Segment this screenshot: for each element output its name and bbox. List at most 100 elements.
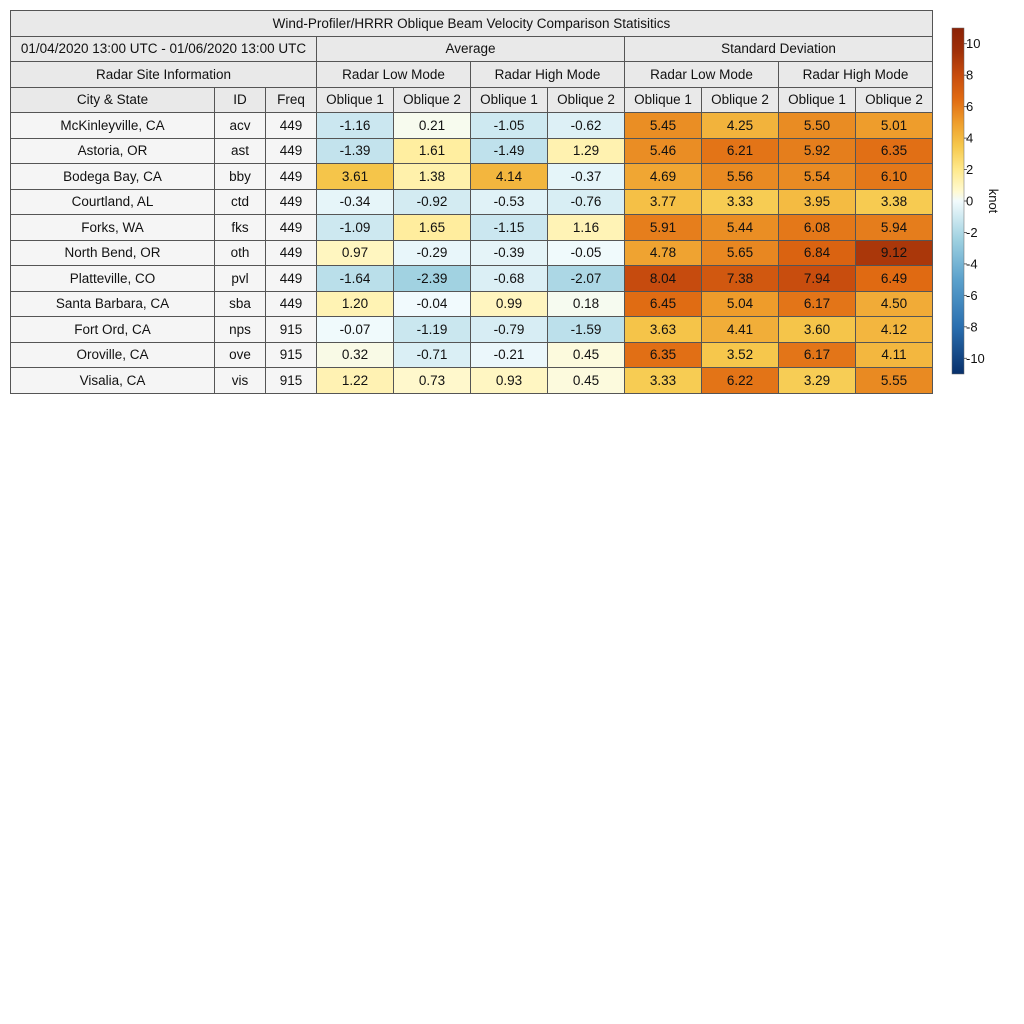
value-cell: 0.97: [316, 239, 394, 266]
column-header-oblique: Oblique 2: [855, 86, 933, 113]
value-cell: 0.93: [470, 367, 548, 394]
value-cell: 5.56: [701, 163, 779, 190]
value-cell: 1.61: [393, 137, 471, 164]
table-row: Oroville, CA ove 915 0.32 -0.71 -0.21 0.45 6.35…: [10, 341, 933, 368]
column-header-oblique: Oblique 2: [393, 86, 471, 113]
value-cell: 6.49: [855, 265, 933, 292]
value-cell: -0.62: [547, 112, 625, 139]
column-header-oblique: Oblique 1: [624, 86, 702, 113]
mode-header-avg-low: Radar Low Mode: [316, 61, 471, 88]
site-city-cell: Courtland, AL: [10, 188, 215, 215]
value-cell: 6.17: [778, 290, 856, 317]
value-cell: -2.07: [547, 265, 625, 292]
site-city-cell: Platteville, CO: [10, 265, 215, 292]
site-freq-cell: 915: [265, 367, 317, 394]
value-cell: 3.77: [624, 188, 702, 215]
site-id-cell: sba: [214, 290, 266, 317]
value-cell: 6.35: [855, 137, 933, 164]
value-cell: -1.59: [547, 316, 625, 343]
column-header-oblique: Oblique 1: [316, 86, 394, 113]
site-id-cell: bby: [214, 163, 266, 190]
value-cell: 1.65: [393, 214, 471, 241]
site-freq-cell: 915: [265, 316, 317, 343]
value-cell: 3.63: [624, 316, 702, 343]
value-cell: 1.16: [547, 214, 625, 241]
value-cell: 4.25: [701, 112, 779, 139]
value-cell: 6.08: [778, 214, 856, 241]
value-cell: 3.95: [778, 188, 856, 215]
value-cell: 3.60: [778, 316, 856, 343]
site-id-cell: oth: [214, 239, 266, 266]
value-cell: 6.22: [701, 367, 779, 394]
value-cell: -0.92: [393, 188, 471, 215]
table-row: Bodega Bay, CA bby 449 3.61 1.38 4.14 -0.37 4.6…: [10, 163, 933, 190]
value-cell: 7.38: [701, 265, 779, 292]
value-cell: 3.33: [624, 367, 702, 394]
site-city-cell: Astoria, OR: [10, 137, 215, 164]
value-cell: 0.18: [547, 290, 625, 317]
colorbar-gradient: [951, 27, 965, 375]
table-row: North Bend, OR oth 449 0.97 -0.29 -0.39 -0.05 4…: [10, 239, 933, 266]
value-cell: 5.44: [701, 214, 779, 241]
value-cell: 0.99: [470, 290, 548, 317]
value-cell: -1.09: [316, 214, 394, 241]
value-cell: -0.29: [393, 239, 471, 266]
site-freq-cell: 449: [265, 290, 317, 317]
value-cell: 8.04: [624, 265, 702, 292]
value-cell: -0.53: [470, 188, 548, 215]
colorbar-tick-label: 4: [966, 131, 973, 146]
value-cell: 3.29: [778, 367, 856, 394]
site-city-cell: North Bend, OR: [10, 239, 215, 266]
value-cell: -1.39: [316, 137, 394, 164]
mode-header-std-high: Radar High Mode: [778, 61, 933, 88]
value-cell: 3.33: [701, 188, 779, 215]
group-header-average: Average: [316, 35, 625, 62]
value-cell: 5.01: [855, 112, 933, 139]
value-cell: 5.92: [778, 137, 856, 164]
site-id-cell: pvl: [214, 265, 266, 292]
site-id-cell: fks: [214, 214, 266, 241]
colorbar-unit-label: knot: [986, 189, 1001, 214]
value-cell: -0.07: [316, 316, 394, 343]
value-cell: 5.91: [624, 214, 702, 241]
site-freq-cell: 449: [265, 137, 317, 164]
value-cell: 5.65: [701, 239, 779, 266]
value-cell: -1.15: [470, 214, 548, 241]
value-cell: 1.20: [316, 290, 394, 317]
site-city-cell: Bodega Bay, CA: [10, 163, 215, 190]
column-header-oblique: Oblique 2: [547, 86, 625, 113]
table-row: Platteville, CO pvl 449 -1.64 -2.39 -0.68 -2.0…: [10, 265, 933, 292]
site-freq-cell: 449: [265, 239, 317, 266]
value-cell: 4.78: [624, 239, 702, 266]
column-header-freq: Freq: [265, 86, 317, 113]
value-cell: 4.69: [624, 163, 702, 190]
value-cell: 1.29: [547, 137, 625, 164]
value-cell: 6.84: [778, 239, 856, 266]
table-row: Fort Ord, CA nps 915 -0.07 -1.19 -0.79 -1.59 3.…: [10, 316, 933, 343]
value-cell: -0.71: [393, 341, 471, 368]
value-cell: -1.19: [393, 316, 471, 343]
table-row: Santa Barbara, CA sba 449 1.20 -0.04 0.99 0.18…: [10, 290, 933, 317]
colorbar-tick-label: 6: [966, 99, 973, 114]
colorbar-ticks: 10 8 6 4 2 0 -2 -4 -6 -8 -10: [964, 36, 985, 366]
value-cell: 0.32: [316, 341, 394, 368]
value-cell: 4.41: [701, 316, 779, 343]
value-cell: 0.73: [393, 367, 471, 394]
site-city-cell: Fort Ord, CA: [10, 316, 215, 343]
value-cell: 5.46: [624, 137, 702, 164]
colorbar-tick-label: 2: [966, 162, 973, 177]
site-city-cell: Forks, WA: [10, 214, 215, 241]
site-id-cell: vis: [214, 367, 266, 394]
colorbar-tick-label: -10: [966, 351, 985, 366]
value-cell: 5.50: [778, 112, 856, 139]
value-cell: 6.45: [624, 290, 702, 317]
table-row: Forks, WA fks 449 -1.09 1.65 -1.15 1.16 5.91 5.4…: [10, 214, 933, 241]
value-cell: 1.38: [393, 163, 471, 190]
value-cell: 5.04: [701, 290, 779, 317]
site-freq-cell: 449: [265, 163, 317, 190]
table-title: Wind-Profiler/HRRR Oblique Beam Velocity…: [10, 10, 933, 37]
value-cell: 3.52: [701, 341, 779, 368]
site-freq-cell: 449: [265, 188, 317, 215]
value-cell: -1.49: [470, 137, 548, 164]
value-cell: -1.64: [316, 265, 394, 292]
